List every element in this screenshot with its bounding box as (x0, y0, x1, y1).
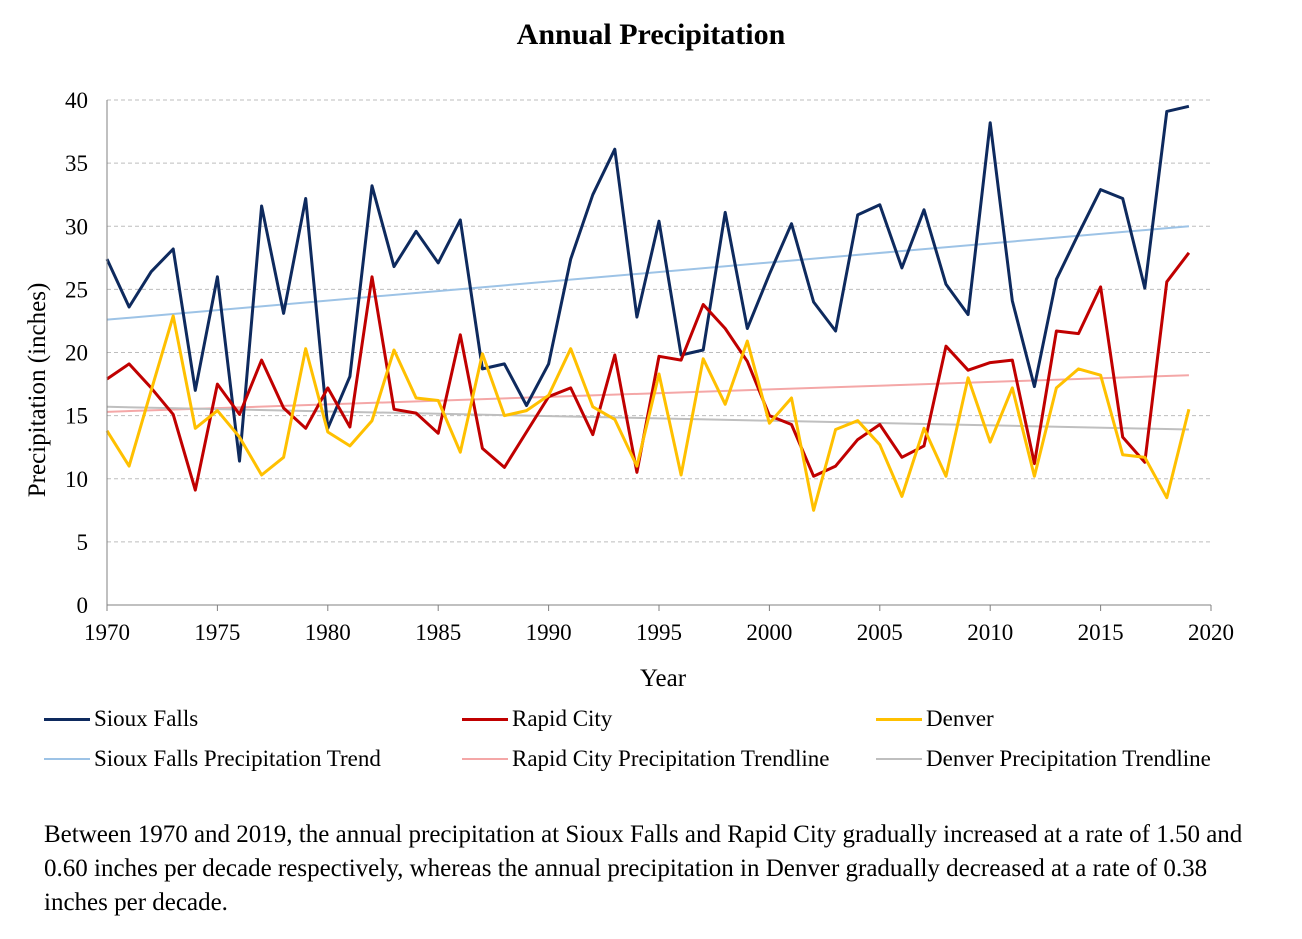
legend-label-rapid-city: Rapid City (512, 706, 613, 731)
x-tick-label: 2000 (746, 620, 792, 645)
legend-item-sioux-falls-trend: Sioux Falls Precipitation Trend (44, 746, 381, 772)
axes: 0 5 10 15 20 25 30 35 40 1970 1975 1980 1985 1990 1995… (65, 88, 1234, 645)
y-tick-label: 25 (65, 277, 88, 302)
legend-swatch-rapid-city (462, 717, 508, 721)
x-tick-label: 2010 (967, 620, 1013, 645)
legend-label-sioux-falls-trend: Sioux Falls Precipitation Trend (94, 746, 381, 771)
x-tick-label: 1970 (84, 620, 130, 645)
x-tick-label: 2005 (857, 620, 903, 645)
legend-item-sioux-falls: Sioux Falls (44, 706, 198, 732)
y-tick-label: 0 (77, 593, 89, 618)
legend-label-denver-trend: Denver Precipitation Trendline (926, 746, 1211, 771)
y-tick-label: 10 (65, 467, 88, 492)
x-tick-label: 2015 (1078, 620, 1124, 645)
series-line-denver (105, 314, 1191, 512)
legend-swatch-rapid-city-trend (462, 758, 508, 760)
legend-item-denver-trend: Denver Precipitation Trendline (876, 746, 1211, 772)
legend-swatch-denver-trend (876, 758, 922, 760)
legend-swatch-sioux-falls-trend (44, 758, 90, 760)
x-tick-label: 1980 (305, 620, 351, 645)
x-tick-label: 1990 (526, 620, 572, 645)
legend-item-denver: Denver (876, 706, 994, 732)
chart-caption: Between 1970 and 2019, the annual precip… (44, 821, 1243, 916)
y-tick-label: 5 (77, 530, 89, 555)
trendline-rapid-city-precipitation-trendline (106, 374, 1189, 413)
gridlines (107, 99, 1211, 543)
y-tick-label: 30 (65, 214, 88, 239)
series-line-sioux-falls (105, 104, 1190, 463)
line-chart: 0 5 10 15 20 25 30 35 40 1970 1975 1980 1985 1990 1995… (24, 88, 1234, 692)
legend-swatch-denver (876, 717, 922, 721)
legend-swatch-sioux-falls (44, 717, 90, 721)
y-tick-label: 35 (65, 151, 88, 176)
y-tick-label: 15 (65, 404, 88, 429)
legend-label-denver: Denver (926, 706, 994, 731)
trendlines (106, 225, 1190, 431)
x-tick-label: 2020 (1188, 620, 1234, 645)
x-axis-title: Year (640, 665, 687, 692)
legend-item-rapid-city: Rapid City (462, 706, 612, 732)
chart-title: Annual Precipitation (516, 18, 786, 51)
x-tick-label: 1985 (415, 620, 461, 645)
y-tick-label: 40 (65, 88, 88, 113)
y-tick-label: 20 (65, 341, 88, 366)
y-axis-title: Precipitation (inches) (24, 283, 51, 498)
data-series (105, 104, 1191, 512)
x-tick-label: 1995 (636, 620, 682, 645)
legend-label-sioux-falls: Sioux Falls (94, 706, 199, 731)
legend-label-rapid-city-trend: Rapid City Precipitation Trendline (512, 746, 830, 771)
series-line-rapid-city (106, 251, 1191, 492)
x-tick-label: 1975 (194, 620, 240, 645)
legend-item-rapid-city-trend: Rapid City Precipitation Trendline (462, 746, 830, 772)
